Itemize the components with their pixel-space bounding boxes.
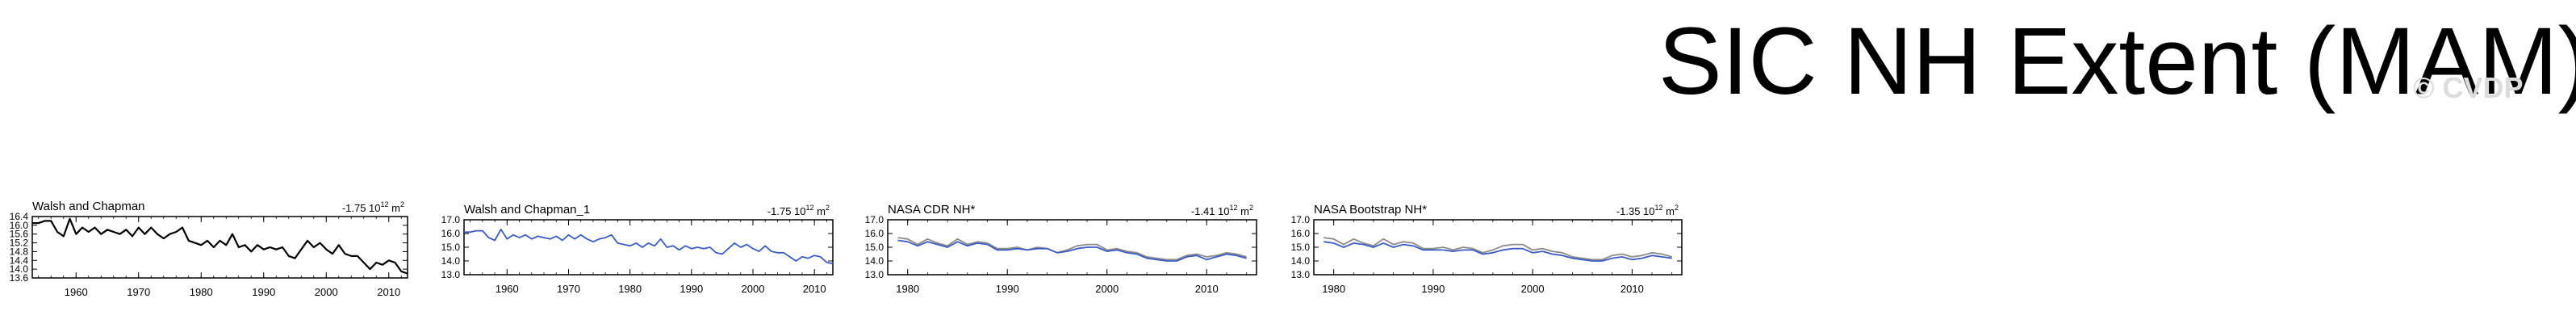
chart-4-ytick-label: 17.0 <box>1291 214 1311 225</box>
watermark: © CVDP <box>2413 71 2524 104</box>
chart-2-ytick-label: 13.0 <box>441 269 461 280</box>
chart-4-xtick-label: 2010 <box>1620 283 1644 295</box>
chart-2-ytick-label: 17.0 <box>441 214 461 225</box>
chart-4-ytick-label: 16.0 <box>1291 228 1311 239</box>
chart-4-xtick-label: 1980 <box>1322 283 1345 295</box>
chart-2-title: Walsh and Chapman_1 <box>464 203 590 217</box>
chart-1-ytick-label: 16.4 <box>10 211 29 222</box>
chart-1-title: Walsh and Chapman <box>32 200 145 213</box>
chart-2-series-1 <box>464 228 834 265</box>
chart-3-ytick-label: 13.0 <box>865 269 884 280</box>
chart-2: Walsh and Chapman_1 -1.75 1012 m2 13.0 14.0… <box>441 203 834 295</box>
chart-2-frame <box>463 219 834 276</box>
chart-4: NASA Bootstrap NH* -1.35 1012 m2 13.0 14.0 1… <box>1291 203 1683 295</box>
chart-3-title: NASA CDR NH* <box>888 203 976 217</box>
page-title: SIC NH Extent (MAM) <box>1658 8 2576 115</box>
chart-3-series-1 <box>897 237 1247 261</box>
chart-1-ytick-label: 14.0 <box>10 263 29 275</box>
chart-1-xtick-label: 2010 <box>377 286 400 298</box>
chart-4-trend-label: -1.35 1012 m2 <box>1616 204 1679 217</box>
chart-1-xtick-label: 1990 <box>252 286 275 298</box>
chart-2-xtick-label: 1980 <box>618 283 642 295</box>
chart-1-ytick-label: 13.6 <box>10 272 29 284</box>
chart-3-xtick-label: 2010 <box>1195 283 1219 295</box>
chart-3-ytick-label: 14.0 <box>865 255 884 267</box>
chart-1-xtick-label: 1980 <box>190 286 213 298</box>
chart-3-xtick-label: 2000 <box>1095 283 1119 295</box>
chart-1-ytick-label: 14.8 <box>10 246 29 257</box>
chart-3-xtick-label: 1990 <box>996 283 1019 295</box>
chart-1: Walsh and Chapman -1.75 1012 m213.614.014… <box>10 200 408 298</box>
chart-1-ytick-label: 15.6 <box>10 229 29 240</box>
chart-1-trend-label: -1.75 1012 m2 <box>342 200 404 214</box>
chart-2-xtick-label: 2000 <box>742 283 765 295</box>
chart-4-title: NASA Bootstrap NH* <box>1314 203 1427 217</box>
chart-4-series-2 <box>1324 241 1672 262</box>
chart-2-trend-label: -1.75 1012 m2 <box>767 204 830 217</box>
chart-2-xtick-label: 1960 <box>496 283 519 295</box>
chart-4-series-1 <box>1324 237 1672 261</box>
chart-1-ytick-label: 15.2 <box>10 238 29 249</box>
chart-3-ytick-label: 15.0 <box>865 242 884 253</box>
chart-4-ytick-label: 15.0 <box>1291 242 1311 253</box>
chart-4-xtick-label: 1990 <box>1421 283 1445 295</box>
chart-2-ytick-label: 15.0 <box>441 242 461 253</box>
chart-3-trend-label: -1.41 1012 m2 <box>1191 204 1253 217</box>
chart-2-ytick-label: 14.0 <box>441 255 461 267</box>
chart-4-xtick-label: 2000 <box>1521 283 1545 295</box>
chart-3: NASA CDR NH* -1.41 1012 m2 13.0 14.0 15.0 16.… <box>865 203 1257 295</box>
chart-2-ytick-label: 16.0 <box>441 228 461 239</box>
chart-4-ytick-label: 14.0 <box>1291 255 1311 267</box>
chart-1-xtick-label: 2000 <box>315 286 338 298</box>
chart-1-xtick-label: 1960 <box>65 286 88 298</box>
chart-2-xtick-label: 1990 <box>680 283 703 295</box>
chart-1-ytick-label: 14.4 <box>10 255 29 266</box>
chart-4-ytick-label: 13.0 <box>1291 269 1311 280</box>
chart-3-xtick-label: 1980 <box>896 283 919 295</box>
chart-1-frame <box>31 216 408 279</box>
chart-1-series-1 <box>32 217 408 275</box>
chart-2-xtick-label: 1970 <box>557 283 580 295</box>
chart-1-ytick-label: 16.0 <box>10 220 29 231</box>
chart-1-xtick-label: 1970 <box>127 286 150 298</box>
chart-2-xtick-label: 2010 <box>803 283 826 295</box>
chart-3-ytick-label: 17.0 <box>865 214 884 225</box>
chart-3-series-2 <box>897 239 1247 262</box>
chart-3-ytick-label: 16.0 <box>865 228 884 239</box>
